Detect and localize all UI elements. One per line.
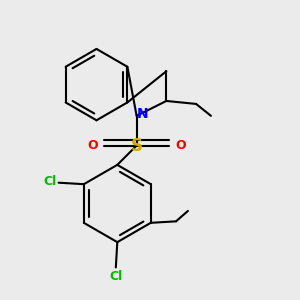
Text: N: N <box>137 107 148 121</box>
Text: O: O <box>87 139 98 152</box>
Text: Cl: Cl <box>109 270 122 283</box>
Text: Cl: Cl <box>44 175 57 188</box>
Text: O: O <box>175 139 186 152</box>
Text: S: S <box>130 136 142 154</box>
